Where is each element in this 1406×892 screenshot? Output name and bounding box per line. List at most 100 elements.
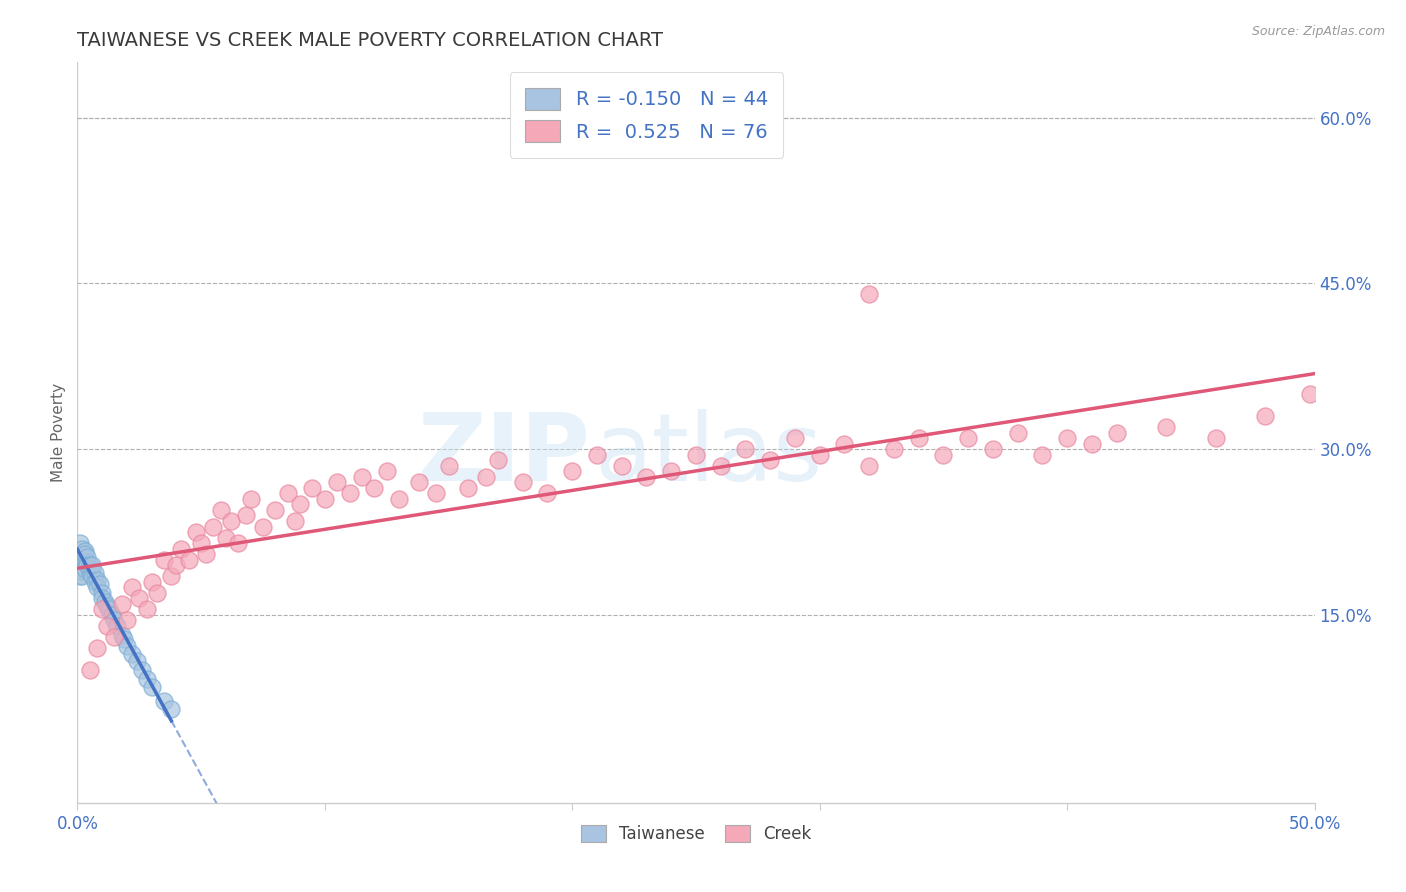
Point <box>1105 425 1128 440</box>
Point <box>111 597 134 611</box>
Point <box>83 574 105 589</box>
Point <box>83 566 105 580</box>
Point <box>72 569 94 583</box>
Point <box>808 448 831 462</box>
Point <box>153 552 176 566</box>
Point <box>1298 387 1320 401</box>
Point <box>834 436 856 450</box>
Point <box>264 503 287 517</box>
Point <box>96 599 118 613</box>
Point <box>69 552 91 566</box>
Point <box>486 453 509 467</box>
Point <box>759 453 782 467</box>
Point <box>783 431 806 445</box>
Point <box>91 586 114 600</box>
Y-axis label: Male Poverty: Male Poverty <box>51 383 66 483</box>
Point <box>907 431 929 445</box>
Point <box>160 569 183 583</box>
Point <box>883 442 905 457</box>
Point <box>131 663 153 677</box>
Point <box>586 448 609 462</box>
Point <box>73 544 96 558</box>
Point <box>82 558 104 573</box>
Point <box>91 591 114 606</box>
Point <box>474 470 496 484</box>
Point <box>239 491 262 506</box>
Point <box>288 498 311 512</box>
Point <box>314 491 336 506</box>
Point <box>301 481 323 495</box>
Point <box>981 442 1004 457</box>
Point <box>115 639 138 653</box>
Point <box>165 558 187 573</box>
Point <box>86 580 108 594</box>
Point <box>76 550 98 565</box>
Point <box>457 481 479 495</box>
Point <box>73 561 96 575</box>
Point <box>89 577 111 591</box>
Point <box>1205 431 1227 445</box>
Point <box>153 694 176 708</box>
Text: TAIWANESE VS CREEK MALE POVERTY CORRELATION CHART: TAIWANESE VS CREEK MALE POVERTY CORRELAT… <box>77 30 664 50</box>
Point <box>195 547 218 561</box>
Point <box>93 595 115 609</box>
Point <box>86 641 108 656</box>
Point <box>388 491 411 506</box>
Point <box>235 508 257 523</box>
Point <box>135 602 157 616</box>
Point <box>86 573 108 587</box>
Point <box>437 458 460 473</box>
Point <box>215 531 238 545</box>
Point <box>858 287 880 301</box>
Text: atlas: atlas <box>595 409 823 500</box>
Point <box>72 547 94 561</box>
Point <box>284 514 307 528</box>
Point <box>339 486 361 500</box>
Point <box>72 564 94 578</box>
Point <box>160 702 183 716</box>
Point <box>1007 425 1029 440</box>
Point <box>72 558 94 573</box>
Point <box>82 569 104 583</box>
Point <box>375 464 398 478</box>
Point <box>91 602 114 616</box>
Point <box>72 541 94 556</box>
Point <box>425 486 447 500</box>
Point <box>710 458 733 473</box>
Point <box>184 524 207 539</box>
Point <box>101 607 124 622</box>
Point <box>96 619 118 633</box>
Point <box>512 475 534 490</box>
Point <box>125 654 148 668</box>
Point <box>69 536 91 550</box>
Legend: Taiwanese, Creek: Taiwanese, Creek <box>574 819 818 850</box>
Point <box>76 555 98 569</box>
Point <box>103 630 125 644</box>
Point <box>252 519 274 533</box>
Point <box>1056 431 1078 445</box>
Point <box>1031 448 1053 462</box>
Point <box>69 569 91 583</box>
Point <box>363 481 385 495</box>
Point <box>636 470 658 484</box>
Point <box>141 680 163 694</box>
Point <box>79 566 101 580</box>
Point <box>128 591 150 606</box>
Point <box>858 458 880 473</box>
Point <box>177 552 200 566</box>
Point <box>659 464 682 478</box>
Point <box>79 561 101 575</box>
Point <box>277 486 299 500</box>
Point <box>141 574 163 589</box>
Point <box>121 647 143 661</box>
Point <box>350 470 373 484</box>
Point <box>82 564 104 578</box>
Text: Source: ZipAtlas.com: Source: ZipAtlas.com <box>1251 25 1385 38</box>
Point <box>536 486 558 500</box>
Point <box>561 464 583 478</box>
Point <box>79 558 101 573</box>
Point <box>103 614 125 628</box>
Point <box>112 632 135 647</box>
Point <box>190 536 212 550</box>
Point <box>202 519 225 533</box>
